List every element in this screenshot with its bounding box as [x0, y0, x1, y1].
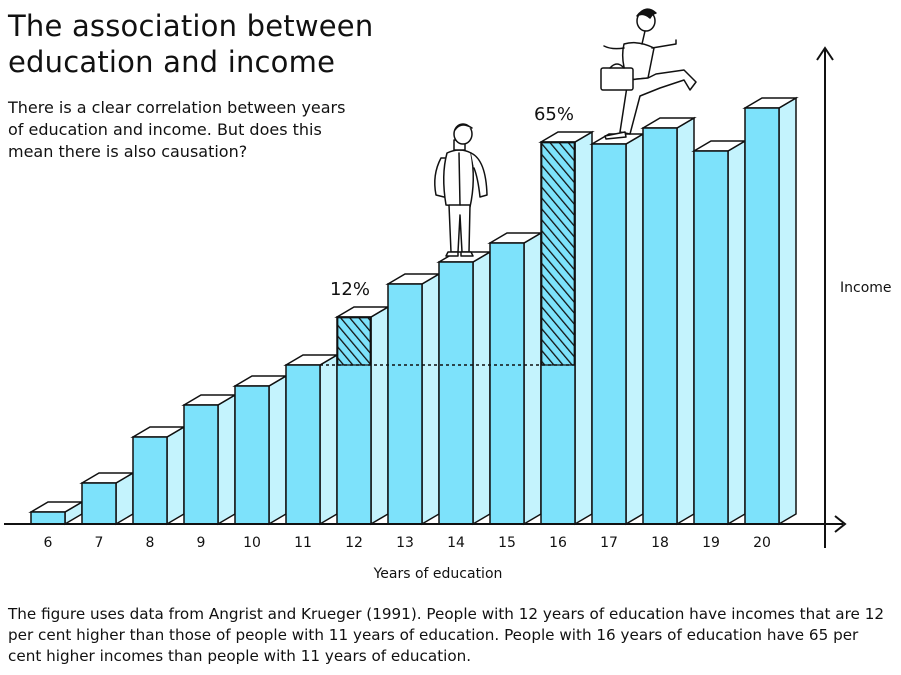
bar-side: [421, 272, 440, 526]
x-tick-label: 11: [294, 535, 312, 551]
bar-side: [625, 132, 644, 526]
subtitle: There is a clear correlation between yea…: [8, 98, 346, 161]
bar-side: [319, 353, 338, 526]
bar-increase-hatch: [337, 317, 371, 366]
bar-side: [523, 231, 542, 526]
graduate-illustration: [600, 8, 697, 140]
bar-front: [591, 143, 627, 525]
bar-side: [370, 305, 389, 526]
x-tick-label: 14: [447, 535, 465, 551]
bar-side: [676, 116, 695, 526]
bar-16: [538, 130, 595, 526]
x-tick-label: 19: [702, 535, 720, 551]
x-tick-label: 15: [498, 535, 516, 551]
bar-14: [436, 250, 493, 526]
bar-side: [166, 425, 185, 526]
bar-front: [132, 436, 168, 525]
bars-group: [28, 96, 799, 526]
bar-front: [30, 511, 66, 525]
page-title: The association between education and in…: [8, 9, 374, 79]
bar-front: [285, 364, 321, 525]
x-tick-label: 20: [753, 535, 771, 551]
bar-front: [489, 242, 525, 525]
bar-side: [217, 393, 236, 526]
bar-front: [234, 385, 270, 525]
x-tick-label: 6: [44, 535, 53, 551]
bar-13: [385, 272, 442, 526]
x-tick-label: 16: [549, 535, 567, 551]
bar-side: [778, 96, 797, 526]
bar-side: [268, 374, 287, 526]
annotation-label-12: 12%: [330, 279, 370, 300]
annotations-group: 12% 65%: [330, 104, 574, 300]
bar-9: [181, 393, 238, 526]
bar-front: [744, 107, 780, 525]
x-tick-label: 17: [600, 535, 618, 551]
y-axis-label: Income: [840, 280, 892, 296]
bar-side: [727, 139, 746, 526]
x-tick-label: 8: [146, 535, 155, 551]
bar-18: [640, 116, 697, 526]
x-tick-label: 10: [243, 535, 261, 551]
bar-6: [28, 500, 85, 526]
bar-19: [691, 139, 748, 526]
bar-front: [438, 261, 474, 525]
bar-12: [334, 305, 391, 526]
student-illustration: [434, 123, 488, 257]
bar-chart: 6 7 8 9 10 11 12 13 14 15 16 17 18 19 20 Income Years …: [4, 8, 892, 582]
bar-front: [693, 150, 729, 525]
bar-side: [472, 250, 491, 526]
bar-front: [81, 482, 117, 525]
tick-labels-group: 6 7 8 9 10 11 12 13 14 15 16 17 18 19 20: [44, 535, 771, 551]
y-axis-arrow: [816, 46, 834, 61]
bar-8: [130, 425, 187, 526]
x-tick-label: 13: [396, 535, 414, 551]
x-tick-label: 12: [345, 535, 363, 551]
bar-17: [589, 132, 646, 526]
bar-15: [487, 231, 544, 526]
x-tick-label: 9: [197, 535, 206, 551]
x-tick-label: 18: [651, 535, 669, 551]
bar-side: [574, 130, 593, 526]
bar-increase-hatch: [541, 142, 575, 366]
bar-front: [642, 127, 678, 525]
bar-front: [183, 404, 219, 525]
x-tick-label: 7: [95, 535, 104, 551]
bar-front: [387, 283, 423, 525]
bar-11: [283, 353, 340, 526]
x-axis-label: Years of education: [373, 566, 503, 582]
bar-10: [232, 374, 289, 526]
bar-20: [742, 96, 799, 526]
annotation-label-16: 65%: [534, 104, 574, 125]
bar-7: [79, 471, 136, 526]
axes-group: [4, 46, 847, 548]
figure-caption: The figure uses data from Angrist and Kr…: [8, 605, 885, 665]
x-axis-arrow: [834, 515, 847, 533]
